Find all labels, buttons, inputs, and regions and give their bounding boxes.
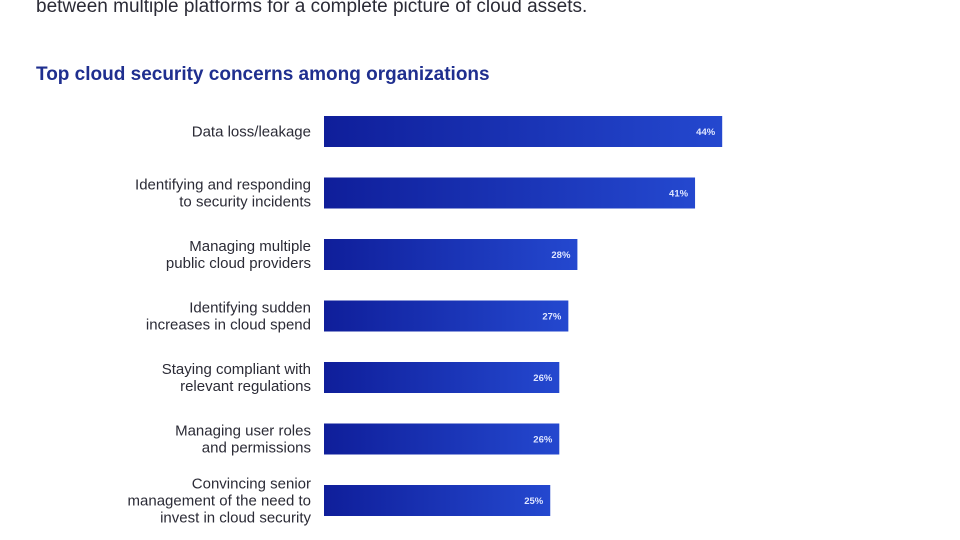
bar-7 (324, 485, 551, 516)
category-label-line: Data loss/leakage (192, 124, 311, 141)
bar-3 (324, 239, 578, 270)
category-label-line: and permissions (202, 440, 311, 457)
category-label-line: management of the need to (128, 493, 311, 510)
category-label-line: to security incidents (179, 194, 311, 211)
category-label-line: Convincing senior (192, 476, 311, 493)
bar-value-label: 26% (533, 373, 553, 384)
category-label: Identifying sudden increases in cloud spe… (146, 300, 311, 334)
intro-paragraph: between multiple platforms for a complet… (36, 0, 588, 17)
bar-5 (324, 362, 560, 393)
bar-1 (324, 116, 723, 147)
category-label: Staying compliant with relevant regulatio… (162, 361, 311, 395)
category-label-line: relevant regulations (180, 378, 311, 395)
category-label-line: Managing multiple (189, 238, 311, 255)
category-label-line: Identifying and responding (135, 177, 311, 194)
category-label: Identifying and responding to security in… (135, 177, 311, 211)
category-label: Convincing senior management of the need … (128, 476, 312, 527)
category-label: Managing multiple public cloud providers (166, 238, 311, 272)
category-label-line: public cloud providers (166, 255, 311, 272)
category-label-line: increases in cloud spend (146, 317, 311, 334)
bar-6 (324, 423, 560, 455)
category-label: Managing user roles and permissions (175, 423, 311, 457)
chart-title: Top cloud security concerns among organi… (36, 64, 490, 85)
category-label-line: Managing user roles (175, 423, 311, 440)
bar-value-label: 25% (524, 496, 544, 507)
bar-2 (324, 177, 696, 209)
bar-4 (324, 300, 569, 332)
bars-layer: 44% Data loss/leakage 41% Identifying and r… (128, 116, 723, 527)
category-label: Data loss/leakage (192, 124, 311, 141)
bar-value-label: 44% (696, 127, 716, 138)
bar-value-label: 41% (669, 189, 689, 200)
bar-value-label: 27% (542, 312, 562, 323)
category-label-line: Identifying sudden (189, 300, 311, 317)
category-label-line: invest in cloud security (160, 510, 311, 527)
bar-value-label: 26% (533, 435, 553, 446)
bar-value-label: 28% (551, 250, 571, 261)
category-label-line: Staying compliant with (162, 361, 311, 378)
